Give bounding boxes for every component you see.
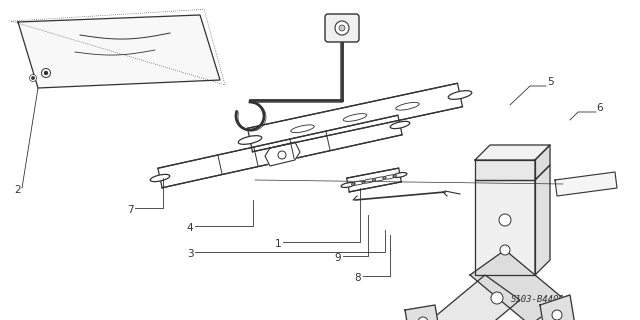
Circle shape [339,25,345,31]
Circle shape [335,21,349,35]
Circle shape [32,77,34,79]
Polygon shape [265,142,300,166]
Circle shape [499,214,511,226]
FancyBboxPatch shape [325,14,359,42]
Circle shape [418,317,428,320]
Circle shape [552,310,562,320]
Circle shape [491,292,503,304]
Text: 7: 7 [127,205,133,215]
Ellipse shape [390,121,410,129]
Polygon shape [540,295,575,320]
Ellipse shape [150,174,170,182]
Polygon shape [475,160,535,180]
Polygon shape [158,115,402,188]
Text: 6: 6 [596,103,604,113]
Circle shape [45,71,47,75]
Polygon shape [405,305,440,320]
Text: 8: 8 [355,273,362,283]
Text: 9: 9 [335,253,341,263]
Polygon shape [535,165,550,275]
Text: S103-B4400A: S103-B4400A [511,295,570,305]
Circle shape [278,151,286,159]
Ellipse shape [448,91,472,99]
Text: 3: 3 [187,249,193,259]
Polygon shape [18,15,220,88]
Circle shape [29,75,36,82]
Polygon shape [425,275,520,320]
Polygon shape [555,172,617,196]
Text: 2: 2 [15,185,21,195]
Text: 5: 5 [547,77,554,87]
Circle shape [42,68,51,77]
Polygon shape [248,83,463,152]
Polygon shape [475,145,550,160]
Polygon shape [475,180,535,275]
Circle shape [500,245,510,255]
Text: 1: 1 [275,239,282,249]
Ellipse shape [341,182,355,188]
Polygon shape [347,168,401,192]
Polygon shape [470,250,565,320]
Ellipse shape [238,136,262,144]
Polygon shape [535,145,550,180]
Text: 4: 4 [187,223,193,233]
Ellipse shape [393,172,407,178]
